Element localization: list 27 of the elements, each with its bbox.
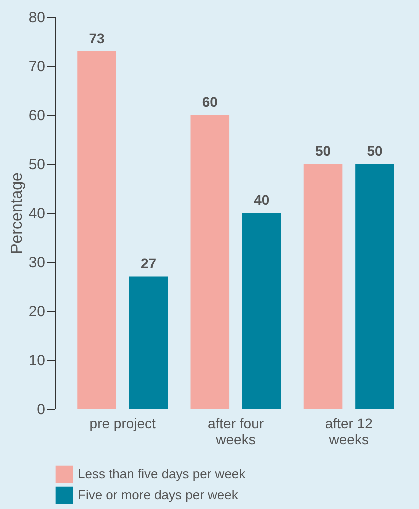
data-label: 40 [254, 192, 270, 208]
legend-label: Five or more days per week [78, 488, 239, 502]
bar [242, 213, 282, 409]
data-label: 73 [89, 30, 106, 46]
bar [190, 115, 230, 409]
x-tick-label: pre project [90, 416, 156, 432]
bar [356, 164, 394, 409]
x-tick-label: after four weeks [208, 416, 264, 448]
legend-label: Less than five days per week [78, 466, 246, 482]
y-tick-label: 30 [28, 254, 46, 272]
bar [304, 164, 343, 409]
y-axis-title: Percentage [8, 172, 26, 254]
data-label: 50 [367, 143, 383, 159]
y-tick-label: 80 [28, 10, 46, 26]
x-tick-label: after 12 weeks [325, 416, 374, 448]
y-tick-label: 70 [28, 58, 46, 76]
data-label: 60 [202, 94, 218, 110]
y-tick-label: 50 [28, 156, 46, 174]
data-label: 27 [140, 256, 157, 272]
y-tick-label: 40 [28, 206, 46, 222]
y-tick-label: 60 [28, 108, 46, 124]
y-tick-label: 0 [37, 402, 46, 418]
y-tick-label: 10 [28, 352, 46, 370]
bar [129, 276, 168, 409]
data-label: 50 [315, 143, 332, 159]
bar [78, 51, 116, 409]
y-tick-label: 20 [28, 304, 46, 320]
